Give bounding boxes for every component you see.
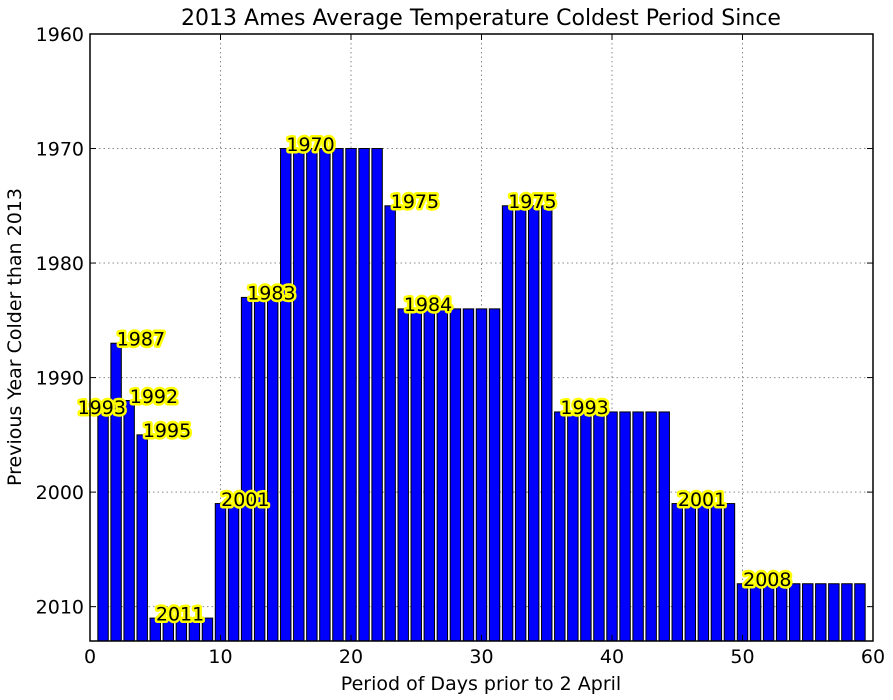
y-tick-label: 1960	[36, 24, 84, 46]
bar-annotation: 1970	[286, 134, 334, 156]
bar	[736, 583, 749, 642]
bar	[710, 503, 723, 642]
bar	[240, 296, 253, 642]
bars	[97, 148, 866, 642]
x-tick-label: 30	[469, 646, 493, 668]
annotations: 1993 1987 1992 1995 2011 2001 1983 1970 1975 1984…	[75, 131, 794, 628]
bar	[227, 503, 240, 642]
bar	[501, 205, 514, 642]
bar	[266, 296, 279, 642]
y-tick-label: 2000	[36, 482, 84, 504]
y-tick-label: 1990	[36, 368, 84, 390]
bar	[606, 411, 618, 642]
bar	[854, 583, 866, 642]
x-tick-label: 10	[208, 646, 232, 668]
bar	[567, 411, 579, 642]
bar	[802, 583, 814, 642]
bar-annotation: 1993	[560, 397, 608, 419]
bar	[110, 342, 122, 642]
bar	[97, 411, 109, 642]
bar-annotation: 2001	[678, 489, 726, 511]
bar-annotation: 2011	[156, 603, 204, 625]
bar	[293, 148, 305, 642]
bar	[762, 583, 775, 642]
bar-annotation: 1987	[117, 329, 165, 351]
x-tick-label: 50	[730, 646, 754, 668]
bar	[828, 583, 840, 642]
bar	[749, 583, 762, 642]
bar	[593, 411, 605, 642]
bar	[697, 503, 710, 642]
bar-annotation: 1984	[404, 294, 452, 316]
x-tick-label: 0	[84, 646, 96, 668]
bar	[306, 148, 318, 642]
bar	[541, 205, 553, 642]
bar	[358, 148, 370, 642]
y-axis-label: Previous Year Colder than 2013	[4, 188, 26, 486]
bar	[253, 296, 266, 642]
bar	[345, 148, 357, 642]
bar	[423, 308, 436, 642]
y-tick-label: 1970	[36, 139, 84, 161]
bar	[280, 148, 292, 642]
x-tick-label: 20	[339, 646, 363, 668]
bar	[580, 411, 592, 642]
bar	[815, 583, 827, 642]
bar	[371, 148, 383, 642]
bar	[488, 308, 501, 642]
bar	[397, 308, 409, 642]
x-axis-label: Period of Days prior to 2 April	[341, 673, 621, 695]
bar	[214, 503, 227, 642]
bar	[645, 411, 657, 642]
bar-annotation: 1992	[130, 386, 178, 408]
bar	[410, 308, 422, 642]
bar-annotation: 1983	[247, 283, 295, 305]
bar	[384, 205, 396, 642]
bar	[449, 308, 462, 642]
bar	[436, 308, 449, 642]
y-tick-label: 2010	[36, 597, 84, 619]
bar	[788, 583, 801, 642]
x-tick-label: 40	[600, 646, 624, 668]
bar	[723, 503, 736, 642]
bar	[632, 411, 644, 642]
bar-annotation: 1975	[508, 191, 556, 213]
bar	[136, 434, 148, 642]
bar	[475, 308, 488, 642]
bar	[332, 148, 344, 642]
bar	[619, 411, 631, 642]
bar	[527, 205, 540, 642]
bar	[319, 148, 331, 642]
bar-annotation: 1975	[391, 191, 439, 213]
x-tick-label: 60	[861, 646, 885, 668]
bar-annotation: 1995	[143, 420, 191, 442]
bar	[514, 205, 527, 642]
bar	[684, 503, 697, 642]
bar-annotation: 1993	[78, 397, 126, 419]
axis-ticks: 1960 1970 1980 1990 2000 2010 0 10 20 30 40 50 60	[36, 24, 885, 668]
plot-frame	[89, 33, 874, 642]
bar	[123, 399, 135, 642]
y-tick-label: 1980	[36, 253, 84, 275]
bar	[671, 503, 683, 642]
bar	[775, 583, 788, 642]
bar	[658, 411, 670, 642]
bar-annotation: 2008	[743, 569, 791, 591]
bar-annotation: 2001	[221, 489, 269, 511]
bar	[841, 583, 853, 642]
chart-title: 2013 Ames Average Temperature Coldest Pe…	[181, 6, 781, 31]
bar	[554, 411, 566, 642]
bar	[462, 308, 475, 642]
